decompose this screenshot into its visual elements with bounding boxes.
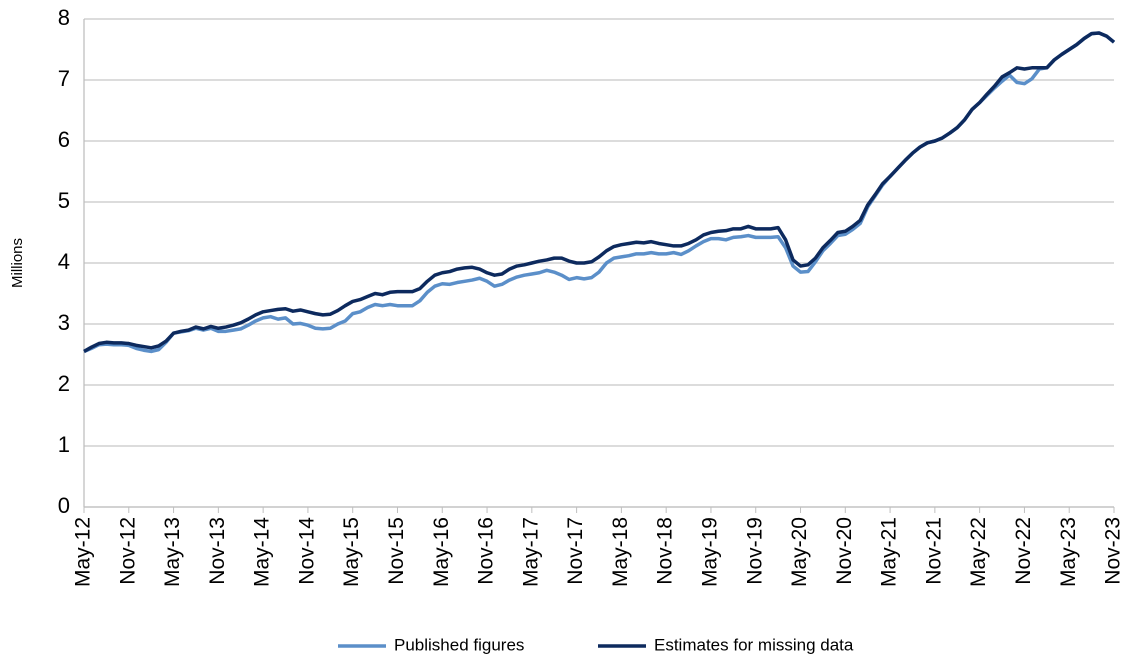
y-tick-label: 2 (58, 371, 70, 396)
x-tick-label: Nov-22 (1012, 517, 1035, 585)
y-tick-label: 6 (58, 127, 70, 152)
series-line (83, 31, 1116, 353)
legend-label: Published figures (394, 635, 524, 654)
y-tick-label: 0 (58, 493, 70, 518)
x-tick-label: May-12 (72, 517, 95, 587)
x-tick-label: Nov-18 (654, 517, 677, 585)
y-axis-label: Millions (9, 238, 26, 288)
x-tick-label: Nov-19 (743, 517, 766, 585)
x-tick-label: May-15 (340, 517, 363, 587)
x-tick-label: Nov-13 (206, 517, 229, 585)
x-tick-label: May-16 (430, 517, 453, 587)
x-tick-label: May-17 (519, 517, 542, 587)
x-tick-label: Nov-21 (922, 517, 945, 585)
legend-label: Estimates for missing data (654, 635, 854, 654)
x-tick-label: May-19 (699, 517, 722, 587)
y-tick-label: 3 (58, 310, 70, 335)
x-tick-label: May-23 (1057, 517, 1080, 587)
x-tick-label: May-18 (609, 517, 632, 587)
y-tick-label: 4 (58, 249, 70, 274)
x-tick-label: Nov-14 (295, 517, 318, 585)
x-tick-label: Nov-15 (385, 517, 408, 585)
y-tick-label: 1 (58, 432, 70, 457)
x-tick-label: May-22 (967, 517, 990, 587)
x-tick-label: May-21 (878, 517, 901, 587)
x-tick-label: May-20 (788, 517, 811, 587)
x-tick-label: May-13 (161, 517, 184, 587)
x-tick-label: Nov-17 (564, 517, 587, 585)
x-tick-label: May-14 (251, 517, 274, 587)
y-tick-label: 7 (58, 66, 70, 91)
x-tick-label: Nov-20 (833, 517, 856, 585)
y-tick-label: 8 (58, 5, 70, 30)
series-line (83, 31, 1116, 354)
y-tick-label: 5 (58, 188, 70, 213)
x-tick-label: Nov-23 (1102, 517, 1125, 585)
x-tick-label: Nov-16 (475, 517, 498, 585)
x-tick-label: Nov-12 (116, 517, 139, 585)
